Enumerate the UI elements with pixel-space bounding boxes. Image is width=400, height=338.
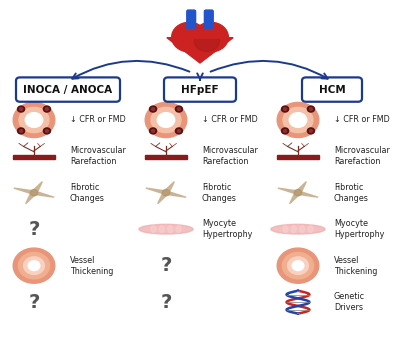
Circle shape — [13, 248, 55, 283]
Circle shape — [172, 22, 207, 52]
Circle shape — [19, 107, 49, 132]
Circle shape — [30, 190, 38, 196]
Ellipse shape — [291, 226, 296, 233]
Circle shape — [277, 248, 319, 283]
Circle shape — [277, 102, 319, 138]
Text: Fibrotic
Changes: Fibrotic Changes — [202, 183, 237, 202]
Circle shape — [151, 107, 181, 132]
Polygon shape — [167, 38, 233, 63]
Circle shape — [292, 261, 304, 271]
Circle shape — [20, 129, 23, 132]
Text: Vessel
Thickening: Vessel Thickening — [70, 256, 113, 275]
Polygon shape — [278, 182, 318, 204]
Text: Microvascular
Rarefaction: Microvascular Rarefaction — [70, 146, 126, 166]
Circle shape — [45, 108, 48, 111]
Circle shape — [20, 108, 23, 111]
FancyBboxPatch shape — [302, 77, 362, 102]
Circle shape — [294, 190, 302, 196]
Text: ?: ? — [28, 293, 40, 312]
Circle shape — [282, 128, 288, 134]
Circle shape — [145, 102, 187, 138]
Circle shape — [152, 129, 155, 132]
Circle shape — [157, 113, 175, 127]
Circle shape — [309, 129, 312, 132]
FancyBboxPatch shape — [204, 10, 213, 31]
Circle shape — [176, 106, 182, 112]
Circle shape — [162, 190, 170, 196]
Ellipse shape — [176, 226, 181, 233]
Text: HFpEF: HFpEF — [181, 84, 219, 95]
Circle shape — [309, 108, 312, 111]
Circle shape — [28, 261, 40, 271]
Circle shape — [282, 106, 288, 112]
Circle shape — [282, 252, 314, 279]
Text: ?: ? — [28, 220, 40, 239]
Text: Myocyte
Hypertrophy: Myocyte Hypertrophy — [202, 219, 252, 239]
Circle shape — [283, 107, 313, 132]
FancyBboxPatch shape — [177, 32, 223, 38]
Text: Myocyte
Hypertrophy: Myocyte Hypertrophy — [334, 219, 384, 239]
Circle shape — [150, 128, 156, 134]
Polygon shape — [146, 182, 186, 204]
Circle shape — [18, 106, 24, 112]
Text: ↓ CFR or FMD: ↓ CFR or FMD — [334, 116, 390, 124]
Bar — [13, 155, 55, 159]
Circle shape — [152, 108, 155, 111]
Text: ?: ? — [160, 293, 172, 312]
FancyBboxPatch shape — [16, 77, 120, 102]
Ellipse shape — [151, 226, 156, 233]
FancyBboxPatch shape — [177, 29, 223, 35]
Text: ↓ CFR or FMD: ↓ CFR or FMD — [202, 116, 258, 124]
Circle shape — [289, 113, 307, 127]
Bar — [145, 155, 187, 159]
Circle shape — [284, 108, 287, 111]
Circle shape — [24, 257, 44, 274]
Text: Fibrotic
Changes: Fibrotic Changes — [334, 183, 369, 202]
Ellipse shape — [139, 224, 193, 234]
Ellipse shape — [159, 226, 164, 233]
Circle shape — [176, 128, 182, 134]
Text: Microvascular
Rarefaction: Microvascular Rarefaction — [334, 146, 390, 166]
Circle shape — [177, 108, 180, 111]
Text: Fibrotic
Changes: Fibrotic Changes — [70, 183, 105, 202]
Bar — [277, 155, 319, 159]
Circle shape — [284, 129, 287, 132]
Text: Genetic
Drivers: Genetic Drivers — [334, 292, 365, 312]
Circle shape — [44, 128, 50, 134]
Text: ↓ CFR or FMD: ↓ CFR or FMD — [70, 116, 126, 124]
Text: Microvascular
Rarefaction: Microvascular Rarefaction — [202, 146, 258, 166]
Text: Vessel
Thickening: Vessel Thickening — [334, 256, 377, 275]
Text: HCM: HCM — [319, 84, 345, 95]
Circle shape — [288, 257, 308, 274]
Circle shape — [45, 129, 48, 132]
Circle shape — [25, 113, 43, 127]
Circle shape — [308, 128, 314, 134]
Ellipse shape — [300, 226, 305, 233]
Circle shape — [18, 128, 24, 134]
Circle shape — [44, 106, 50, 112]
Circle shape — [13, 102, 55, 138]
FancyBboxPatch shape — [164, 77, 236, 102]
Circle shape — [177, 129, 180, 132]
Polygon shape — [14, 182, 54, 204]
Circle shape — [193, 22, 228, 52]
Ellipse shape — [168, 226, 173, 233]
Ellipse shape — [283, 226, 288, 233]
Circle shape — [150, 106, 156, 112]
Circle shape — [308, 106, 314, 112]
FancyBboxPatch shape — [187, 10, 196, 31]
Ellipse shape — [194, 30, 220, 51]
Circle shape — [18, 252, 50, 279]
Text: ?: ? — [160, 256, 172, 275]
Ellipse shape — [271, 224, 325, 234]
Text: INOCA / ANOCA: INOCA / ANOCA — [24, 84, 112, 95]
Ellipse shape — [308, 226, 313, 233]
